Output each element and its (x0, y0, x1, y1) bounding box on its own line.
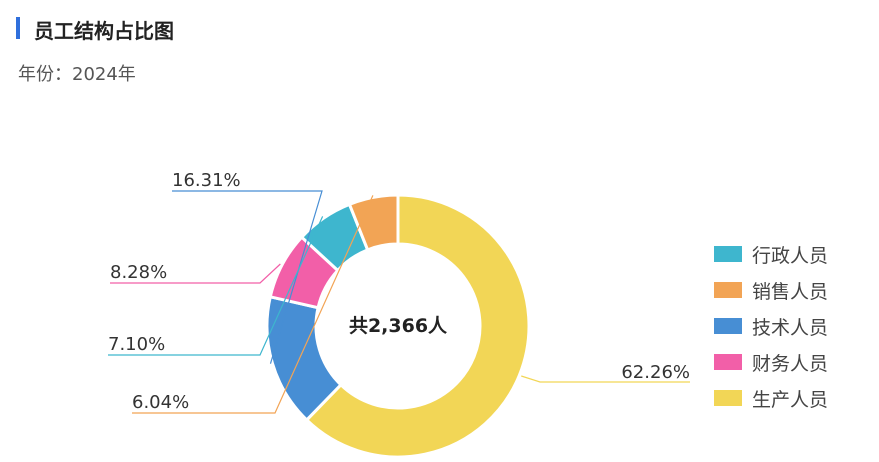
legend-item-3[interactable]: 财务人员 (714, 344, 828, 380)
legend-item-2[interactable]: 技术人员 (714, 308, 828, 344)
donut-slice-0[interactable] (304, 193, 531, 459)
legend-item-0[interactable]: 行政人员 (714, 236, 828, 272)
legend-label: 生产人员 (752, 388, 829, 411)
value-label-2: 8.28% (110, 262, 167, 283)
chart-title: 员工结构占比图 (34, 19, 174, 43)
legend-label: 技术人员 (752, 316, 829, 339)
donut-slices (265, 193, 531, 459)
value-label-1: 16.31% (172, 170, 241, 191)
legend-swatch (714, 282, 742, 298)
legend-label: 销售人员 (752, 280, 829, 303)
leader-line-2 (110, 263, 281, 284)
value-label-4: 6.04% (132, 392, 189, 413)
donut-slice-4[interactable] (347, 193, 400, 252)
leader-line-0 (521, 375, 690, 383)
chart-subtitle: 年份：2024年 (18, 64, 136, 85)
value-label-3: 7.10% (108, 334, 165, 355)
legend-swatch (714, 318, 742, 334)
legend-item-1[interactable]: 销售人员 (714, 272, 828, 308)
title-accent-bar (16, 17, 20, 39)
leader-line-4 (132, 195, 374, 414)
leader-lines (108, 190, 690, 414)
chart-legend: 行政人员 销售人员 技术人员 财务人员 生产人员 (714, 236, 828, 416)
value-labels: 62.26% 16.31% 8.28% 7.10% 6.04% (108, 170, 690, 413)
legend-swatch (714, 390, 742, 406)
value-label-0: 62.26% (621, 362, 690, 383)
legend-label: 行政人员 (752, 244, 829, 267)
center-total-label: 共2,366人 (349, 315, 448, 337)
leader-line-1 (172, 190, 323, 364)
legend-swatch (714, 246, 742, 262)
leader-line-3 (108, 216, 324, 356)
legend-label: 财务人员 (752, 352, 829, 375)
legend-item-4[interactable]: 生产人员 (714, 380, 828, 416)
legend-swatch (714, 354, 742, 370)
